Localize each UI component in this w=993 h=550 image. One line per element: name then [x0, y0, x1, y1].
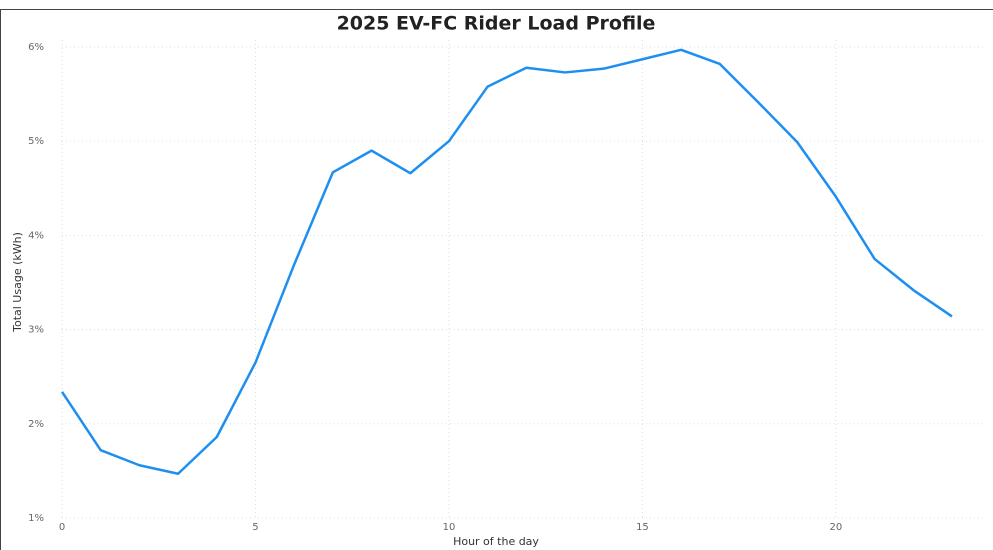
y-axis-label: Total Usage (kWh)	[11, 232, 24, 333]
x-tick-label: 0	[59, 522, 65, 533]
y-tick-label: 4%	[28, 230, 44, 241]
y-tick-label: 1%	[28, 513, 44, 524]
chart-title: 2025 EV-FC Rider Load Profile	[337, 13, 656, 35]
y-tick-label: 3%	[28, 325, 44, 336]
y-tick-label: 2%	[28, 419, 44, 430]
x-tick-label: 5	[252, 522, 258, 533]
y-tick-label: 6%	[28, 42, 44, 53]
x-axis-label: Hour of the day	[453, 535, 539, 548]
line-series	[60, 48, 953, 475]
x-tick-label: 15	[636, 522, 649, 533]
y-tick-label: 5%	[28, 136, 44, 147]
x-tick-label: 10	[443, 522, 456, 533]
x-tick-label: 20	[830, 522, 843, 533]
